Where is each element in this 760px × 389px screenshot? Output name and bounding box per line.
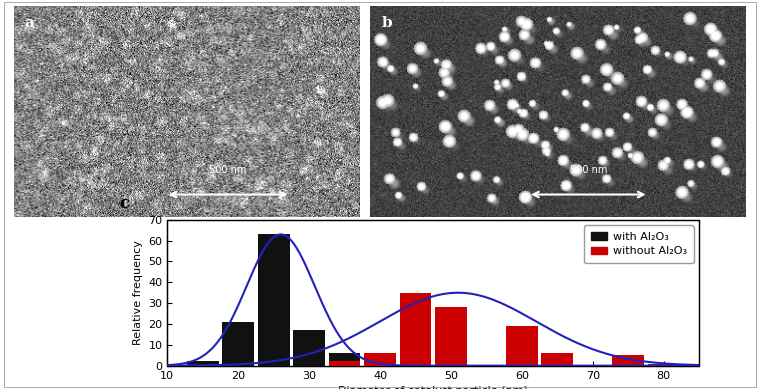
Bar (506, 326, 538, 366)
Text: c: c (119, 196, 129, 212)
Bar (364, 353, 396, 366)
Bar (648, 364, 679, 366)
Bar (364, 361, 396, 366)
Bar (187, 361, 219, 366)
Bar (328, 353, 360, 366)
Bar (293, 330, 325, 366)
Legend: with Al₂O₃, without Al₂O₃: with Al₂O₃, without Al₂O₃ (584, 225, 694, 263)
Bar (541, 353, 573, 366)
Bar (167, 220, 699, 366)
Bar (222, 322, 254, 366)
Bar (435, 307, 467, 366)
Bar (400, 293, 432, 366)
Text: 500 nm: 500 nm (570, 165, 607, 175)
Text: b: b (382, 16, 392, 30)
Text: 500 nm: 500 nm (210, 165, 247, 175)
Text: a: a (24, 16, 34, 30)
Y-axis label: Relative frequency: Relative frequency (133, 240, 143, 345)
X-axis label: Diameter of catalyst particle (nm): Diameter of catalyst particle (nm) (338, 386, 528, 389)
Bar (613, 355, 644, 366)
Bar (328, 361, 360, 366)
Bar (258, 234, 290, 366)
